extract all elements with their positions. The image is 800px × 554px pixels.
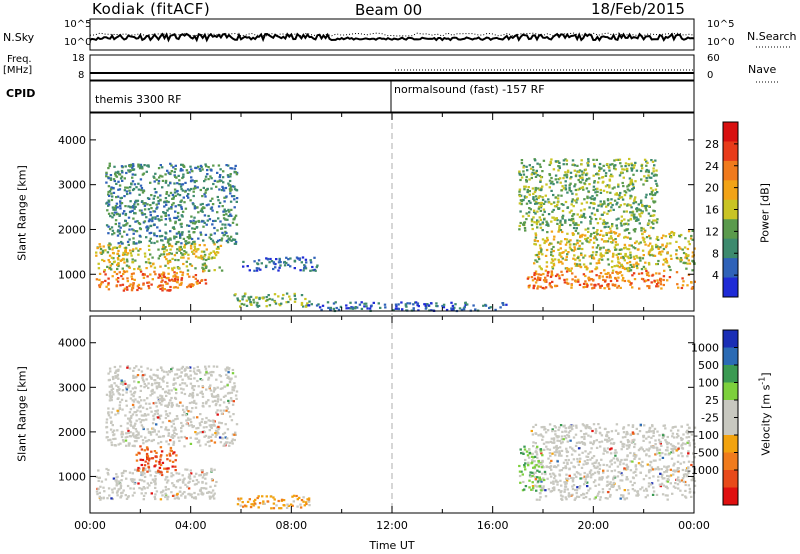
- velocity-colorbar-swatch: [723, 330, 738, 348]
- x-tick-label: 12:00: [376, 519, 408, 532]
- nsky-label: N.Sky: [3, 31, 35, 44]
- nsearch-tick-top: 10^5: [707, 19, 735, 30]
- nave-label: Nave: [748, 63, 777, 76]
- velocity-colorbar-label: 25: [705, 394, 719, 407]
- power-colorbar-label: 16: [705, 204, 719, 217]
- nsky-tick-top: 10^5: [64, 19, 92, 30]
- power-scatter: [95, 157, 696, 313]
- velocity-colorbar-swatch: [723, 365, 738, 383]
- velocity-colorbar-label: -100: [694, 429, 719, 442]
- power-colorbar-swatch: [723, 180, 738, 201]
- velocity-colorbar-swatch: [723, 382, 738, 401]
- power-colorbar-swatch: [723, 258, 738, 279]
- nsky-tick-bottom: 10^0: [64, 37, 92, 48]
- nave-tick-bottom: 0: [707, 70, 714, 81]
- power-colorbar-swatch: [723, 199, 738, 220]
- y-tick-label: 1000: [58, 268, 86, 281]
- nsky-panel-frame: [89, 18, 695, 51]
- power-colorbar-swatch: [723, 141, 738, 162]
- cpid-label: CPID: [6, 87, 36, 100]
- power-colorbar-label: 24: [705, 160, 719, 173]
- x-tick-label: 08:00: [275, 519, 307, 532]
- power-colorbar-swatch: [723, 160, 738, 181]
- velocity-colorbar-swatch: [723, 487, 738, 506]
- velocity-scatter: [95, 365, 697, 510]
- velocity-cb-label-text: Velocity [m s: [759, 384, 773, 456]
- nsky-trace: [89, 32, 695, 43]
- power-colorbar-label: 20: [705, 182, 719, 195]
- velocity-colorbar-swatch: [723, 452, 738, 471]
- velocity-cb-label-sup: -1: [757, 376, 767, 385]
- freq-unit-label: [MHz]: [3, 65, 33, 76]
- velocity-cb-label-tail: ]: [759, 372, 773, 377]
- power-cb-label: Power [dB]: [758, 183, 772, 243]
- cpid-mode-normalsound: normalsound (fast) -157 RF: [394, 83, 545, 96]
- y-tick-label: 3000: [58, 179, 86, 192]
- nsearch-tick-bottom: 10^0: [707, 37, 735, 48]
- cpid-panel-frame: [89, 80, 695, 113]
- y-tick-label: 4000: [58, 134, 86, 147]
- velocity-colorbar-swatch: [723, 347, 738, 366]
- nsearch-trace: [89, 32, 695, 37]
- velocity-ylabel: Slant Range [km]: [15, 366, 29, 462]
- velocity-colorbar-label: -1000: [687, 464, 719, 477]
- velocity-colorbar-swatch: [723, 417, 738, 436]
- freq-tick-top: 18: [72, 53, 85, 64]
- velocity-colorbar-label: 100: [698, 377, 719, 390]
- nsearch-label: N.Search: [747, 30, 797, 43]
- x-tick-label: 20:00: [577, 519, 609, 532]
- y-tick-label: 2000: [58, 426, 86, 439]
- power-ylabel: Slant Range [km]: [15, 165, 29, 261]
- velocity-cb-label: Velocity [m s-1]: [758, 372, 773, 455]
- x-tick-label: 04:00: [175, 519, 207, 532]
- velocity-colorbar-swatch: [723, 470, 738, 488]
- power-colorbar-label: 12: [705, 225, 719, 238]
- velocity-colorbar-swatch: [723, 400, 738, 418]
- beam-title: Beam 00: [355, 1, 423, 19]
- freq-panel-frame: [89, 54, 695, 81]
- y-tick-label: 3000: [58, 381, 86, 394]
- x-tick-label: 16:00: [477, 519, 509, 532]
- scatter-fill-layer: [89, 32, 697, 510]
- velocity-colorbar-label: 1000: [691, 342, 719, 355]
- date-title: 18/Feb/2015: [591, 0, 685, 18]
- power-colorbar-swatch: [723, 238, 738, 259]
- freq-tick-bottom: 8: [78, 70, 85, 81]
- nave-tick-top: 60: [707, 53, 720, 64]
- x-tick-label: 00:00: [678, 519, 710, 532]
- power-colorbar-label: 8: [712, 247, 719, 260]
- cpid-mode-themis: themis 3300 RF: [95, 93, 182, 106]
- y-tick-label: 1000: [58, 470, 86, 483]
- power-colorbar-swatch: [723, 219, 738, 240]
- velocity-colorbar-label: 500: [698, 359, 719, 372]
- station-title: Kodiak (fitACF): [92, 0, 211, 18]
- velocity-colorbar-label: -25: [701, 412, 719, 425]
- power-colorbar-label: 4: [712, 269, 719, 282]
- velocity-colorbar-label: -500: [694, 447, 719, 460]
- power-colorbar-label: 28: [705, 138, 719, 151]
- time-axis-label: Time UT: [369, 539, 415, 552]
- y-tick-label: 2000: [58, 223, 86, 236]
- axis-ticks: [89, 113, 695, 513]
- power-colorbar-swatch: [723, 122, 738, 142]
- y-tick-label: 4000: [58, 337, 86, 350]
- colorbars: [722, 121, 739, 506]
- power-colorbar-swatch: [723, 277, 738, 298]
- velocity-colorbar-swatch: [723, 435, 738, 453]
- chart-text: 1000 2000 3000 4000 1000 2000 3000 4000 00:00 04:…: [58, 134, 719, 532]
- freq-label: Freq.: [7, 54, 32, 65]
- x-tick-label: 00:00: [74, 519, 106, 532]
